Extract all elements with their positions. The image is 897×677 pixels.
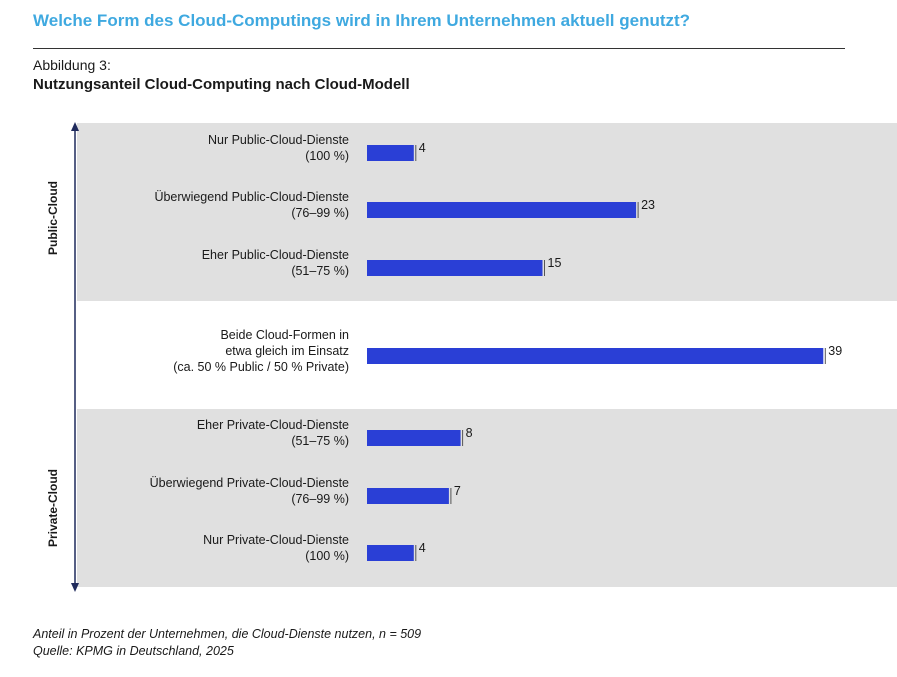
- category-label: (76–99 %): [291, 492, 349, 506]
- category-label: (51–75 %): [291, 434, 349, 448]
- category-label: Überwiegend Private-Cloud-Dienste: [150, 476, 349, 490]
- public-cloud-axis-label: Public-Cloud: [46, 181, 60, 255]
- category-label: (100 %): [305, 549, 349, 563]
- chart-marks: 4 Nur Public-Cloud-Dienste (100 %) 23 Überwi…: [150, 133, 843, 563]
- bar: [367, 430, 461, 446]
- figure-label: Abbildung 3:: [33, 57, 111, 73]
- category-label: (ca. 50 % Public / 50 % Private): [173, 360, 349, 374]
- figure-title: Nutzungsanteil Cloud-Computing nach Clou…: [33, 76, 410, 93]
- data-label: 4: [419, 141, 426, 155]
- data-label: 7: [454, 484, 461, 498]
- header-rule: [33, 48, 845, 49]
- bar-chart: Public-Cloud Private-Cloud 4 Nur Public-Cl…: [46, 122, 897, 592]
- cloud-axis: Public-Cloud Private-Cloud: [46, 122, 79, 592]
- arrow-up-icon: [71, 122, 79, 131]
- footnote: Anteil in Prozent der Unternehmen, die C…: [33, 627, 422, 641]
- bar: [367, 545, 414, 561]
- survey-question: Welche Form des Cloud-Computings wird in…: [33, 11, 691, 30]
- data-label: 39: [828, 344, 842, 358]
- category-label: (51–75 %): [291, 264, 349, 278]
- bar: [367, 260, 543, 276]
- data-label: 23: [641, 198, 655, 212]
- background-bands: [77, 123, 897, 587]
- data-label: 8: [466, 426, 473, 440]
- data-label: 15: [548, 256, 562, 270]
- category-label: Nur Private-Cloud-Dienste: [203, 533, 349, 547]
- category-label: (100 %): [305, 149, 349, 163]
- source-note: Quelle: KPMG in Deutschland, 2025: [33, 644, 234, 658]
- category-label: Eher Public-Cloud-Dienste: [202, 248, 349, 262]
- bar: [367, 202, 637, 218]
- category-label: Beide Cloud-Formen in: [220, 328, 349, 342]
- category-label: etwa gleich im Einsatz: [225, 344, 349, 358]
- category-label: Eher Private-Cloud-Dienste: [197, 418, 349, 432]
- data-label: 4: [419, 541, 426, 555]
- category-label: Überwiegend Public-Cloud-Dienste: [154, 190, 349, 204]
- private-cloud-band: [77, 409, 897, 587]
- private-cloud-axis-label: Private-Cloud: [46, 469, 60, 547]
- arrow-down-icon: [71, 583, 79, 592]
- category-label: Nur Public-Cloud-Dienste: [208, 133, 349, 147]
- bar: [367, 145, 414, 161]
- bar: [367, 348, 824, 364]
- category-label: (76–99 %): [291, 206, 349, 220]
- bar: [367, 488, 449, 504]
